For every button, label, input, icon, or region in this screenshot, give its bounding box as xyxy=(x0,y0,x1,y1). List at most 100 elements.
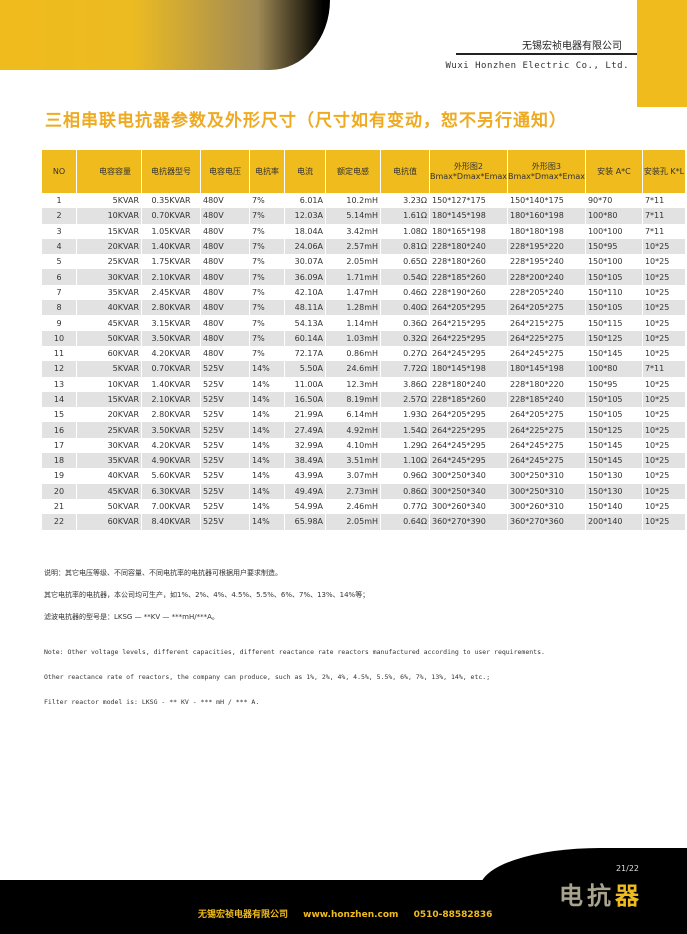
table-cell: 15KVAR xyxy=(107,226,139,236)
table-cell: 10*25 xyxy=(642,483,685,499)
table-cell: 14% xyxy=(252,379,270,389)
table-cell: 0.65Ω xyxy=(403,257,427,267)
table-cell: 150*125 xyxy=(585,422,642,438)
table-cell: 150*100 xyxy=(587,257,623,267)
table-cell: 14% xyxy=(252,471,270,481)
table-cell: 40KVAR xyxy=(107,471,139,481)
table-cell: 6.01A xyxy=(299,196,323,206)
note-cn: 滤波电抗器的型号是：LKSG — **KV — ***mH/***A。 xyxy=(44,613,219,621)
table-cell: 10*25 xyxy=(642,391,685,408)
table-cell: 180*160*198 xyxy=(507,208,585,224)
corner-bar xyxy=(637,0,687,107)
table-cell: 10*25 xyxy=(642,514,685,530)
table-cell: 20KVAR xyxy=(107,410,139,420)
table-cell: 10*25 xyxy=(642,422,685,438)
table-cell: 0.40Ω xyxy=(381,300,429,316)
table-cell: 0.81Ω xyxy=(381,238,429,255)
table-cell: 525V xyxy=(201,361,249,377)
spec-table: NO 电容容量 电抗器型号 电容电压 电抗率 电流 额定电感 电抗值 外形图2 Bmax*Dma… xyxy=(41,150,686,530)
table-cell: 150*105 xyxy=(585,391,642,408)
table-cell: 150*95 xyxy=(585,238,642,255)
table-cell: 16.50A xyxy=(285,391,325,408)
table-cell: 1.29Ω xyxy=(403,440,427,450)
footer-contact: 无锡宏祯电器有限公司 www.honzhen.com 0510-88582836 xyxy=(198,907,504,920)
table-cell: 49.49A xyxy=(285,483,325,499)
table-cell: 264*215*295 xyxy=(432,318,486,328)
table-cell: 14% xyxy=(250,361,284,377)
footer-website[interactable]: www.honzhen.com xyxy=(303,910,399,920)
table-cell: 19 xyxy=(53,471,65,481)
table-cell: 1.75KVAR xyxy=(151,257,191,267)
table-cell: 24.6mH xyxy=(326,361,380,377)
table-cell: 264*205*295 xyxy=(432,410,486,420)
table-cell: 150*110 xyxy=(587,287,623,297)
table-cell: 7% xyxy=(252,318,265,328)
table-cell: 264*225*275 xyxy=(507,422,585,438)
table-cell: 5 xyxy=(56,257,62,267)
table-cell: 480V xyxy=(201,269,249,285)
table-cell: 32.99A xyxy=(294,440,323,450)
table-cell: 7*11 xyxy=(644,226,665,236)
table-cell: 36.09A xyxy=(285,269,325,285)
table-cell: 3.50KVAR xyxy=(142,330,200,346)
table-cell: 10*25 xyxy=(642,269,685,285)
column-header: 电抗器型号 xyxy=(142,150,200,193)
table-cell: 10*25 xyxy=(644,379,670,389)
table-cell: 228*180*220 xyxy=(509,379,564,389)
table-cell: 480V xyxy=(203,226,224,236)
table-cell: 10*25 xyxy=(644,502,670,512)
table-cell: 0.86Ω xyxy=(381,483,429,499)
table-cell: 7% xyxy=(252,257,265,267)
table-row: 11 60KVAR 4.20KVAR 480V 7% 72.17A 0.86mH 0.27Ω 2… xyxy=(42,346,685,361)
table-cell: 7% xyxy=(250,269,284,285)
table-cell: 10*25 xyxy=(644,471,670,481)
table-row: 4 20KVAR 1.40KVAR 480V 7% 24.06A 2.57mH 0.81Ω 22… xyxy=(42,238,685,255)
table-cell: 525V xyxy=(201,453,249,469)
table-cell: 10*25 xyxy=(644,318,670,328)
table-row: 21 50KVAR 7.00KVAR 525V 14% 54.99A 2.46mH 0.77Ω… xyxy=(42,499,685,514)
table-cell: 5.60KVAR xyxy=(151,471,191,481)
table-row: 16 25KVAR 3.50KVAR 525V 14% 27.49A 4.92mH 1.54Ω… xyxy=(42,422,685,438)
table-cell: 0.70KVAR xyxy=(142,361,200,377)
table-cell: 7.72Ω xyxy=(381,361,429,377)
table-cell: 54.99A xyxy=(294,502,323,512)
table-cell: 3.07mH xyxy=(346,471,378,481)
footer-phone: 0510-88582836 xyxy=(413,910,493,920)
table-cell: 2.05mH xyxy=(326,514,380,530)
table-cell: 27.49A xyxy=(285,422,325,438)
table-cell: 21 xyxy=(53,502,65,512)
table-cell: 300*260*340 xyxy=(432,502,486,512)
table-cell: 100*80 xyxy=(585,208,642,224)
table-cell: 1.28mH xyxy=(326,300,380,316)
column-header: 安装 A*C xyxy=(585,150,642,193)
table-cell: 10*25 xyxy=(642,453,685,469)
table-cell: 228*180*240 xyxy=(432,379,486,389)
table-cell: 12 xyxy=(42,361,76,377)
table-cell: 12.3mH xyxy=(346,379,378,389)
table-cell: 7*11 xyxy=(642,361,685,377)
table-cell: 525V xyxy=(201,422,249,438)
table-cell: 35KVAR xyxy=(77,453,141,469)
table-cell: 4 xyxy=(42,238,76,255)
table-cell: 228*195*240 xyxy=(509,257,564,267)
table-row: 14 15KVAR 2.10KVAR 525V 14% 16.50A 8.19mH 2.57Ω… xyxy=(42,391,685,408)
table-cell: 50KVAR xyxy=(107,502,139,512)
table-row: 3 15KVAR 1.05KVAR 480V 7% 18.04A 3.42mH 1.08Ω 18… xyxy=(42,224,685,239)
table-cell: 30KVAR xyxy=(107,440,139,450)
table-cell: 1.47mH xyxy=(346,287,378,297)
table-cell: 525V xyxy=(203,440,224,450)
table-cell: 264*245*275 xyxy=(507,453,585,469)
table-cell: 180*145*198 xyxy=(507,361,585,377)
table-row: 13 10KVAR 1.40KVAR 525V 14% 11.00A 12.3mH 3.86Ω… xyxy=(42,377,685,392)
table-cell: 0.27Ω xyxy=(403,349,427,359)
table-cell: 13 xyxy=(53,379,65,389)
table-cell: 264*245*295 xyxy=(432,349,486,359)
table-cell: 2.73mH xyxy=(326,483,380,499)
column-header: 额定电感 xyxy=(326,150,380,193)
table-cell: 4.20KVAR xyxy=(151,440,191,450)
table-cell: 150*130 xyxy=(587,471,623,481)
table-row: 20 45KVAR 6.30KVAR 525V 14% 49.49A 2.73mH 0.86Ω… xyxy=(42,483,685,499)
table-cell: 2.10KVAR xyxy=(142,269,200,285)
table-cell: 4.10mH xyxy=(346,440,378,450)
table-cell: 3 xyxy=(56,226,62,236)
